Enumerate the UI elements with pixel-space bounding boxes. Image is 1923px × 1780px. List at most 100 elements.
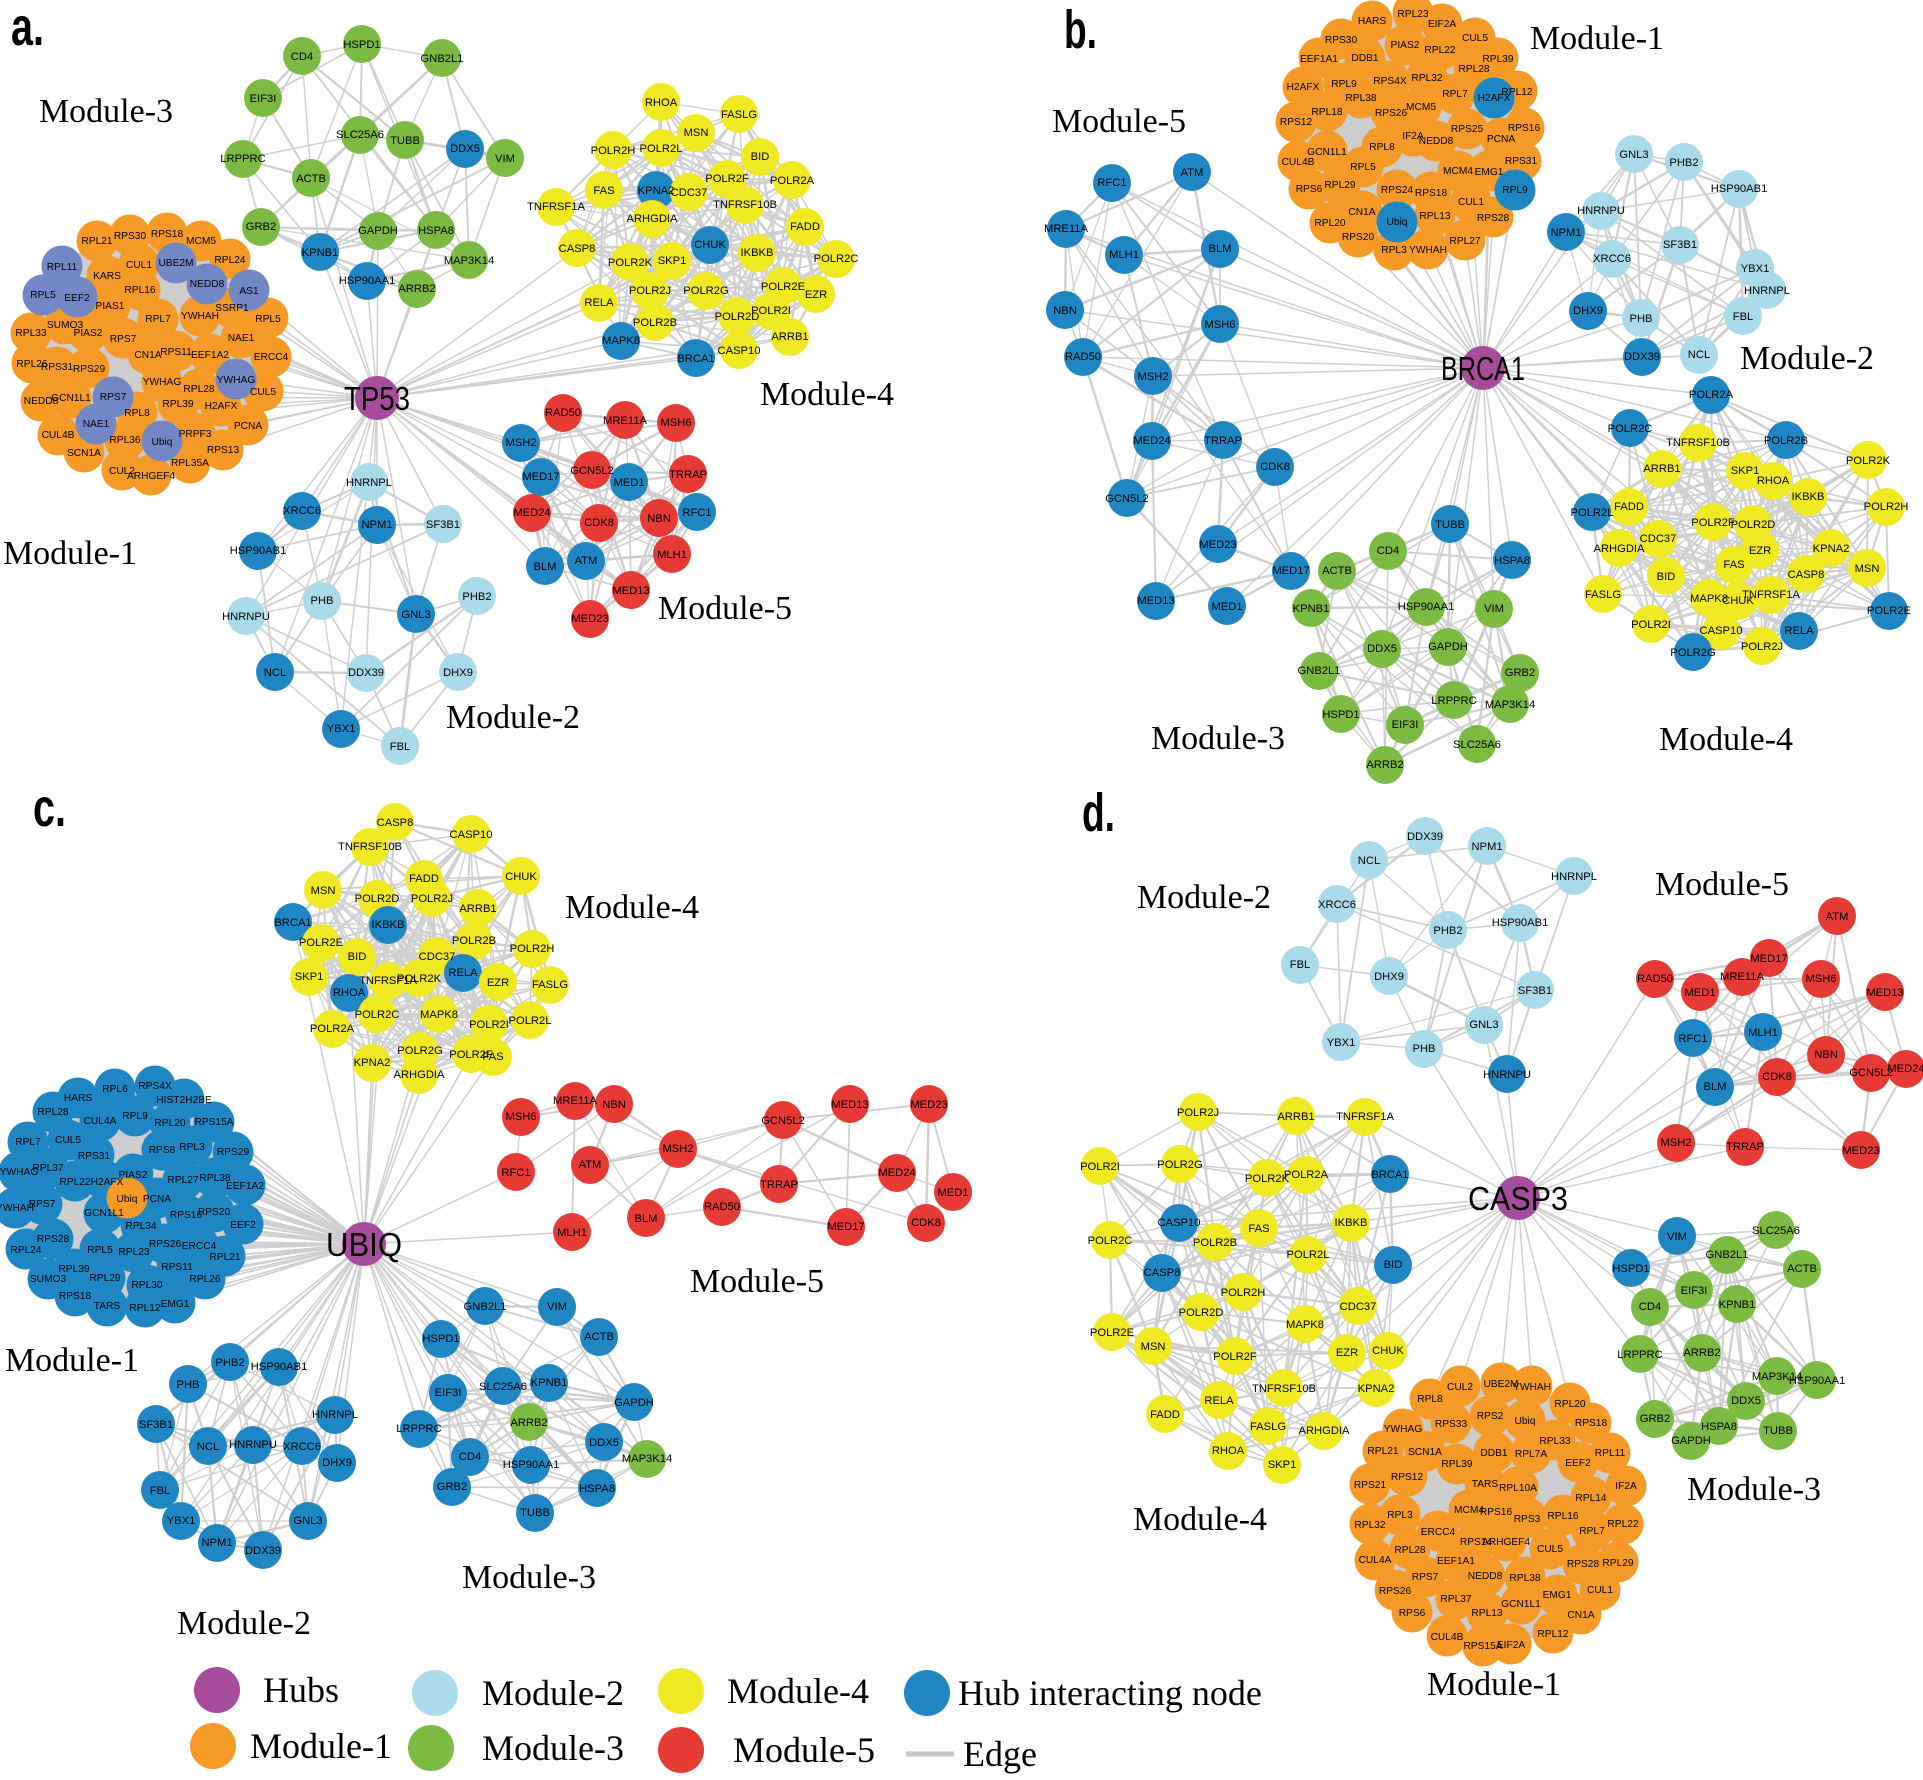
svg-text:c.: c.	[33, 778, 66, 838]
svg-text:RPL27: RPL27	[1449, 236, 1480, 247]
svg-text:NBN: NBN	[1053, 305, 1077, 317]
svg-text:EZR: EZR	[805, 289, 827, 301]
svg-text:RPS4X: RPS4X	[1373, 76, 1407, 87]
svg-text:CASP10: CASP10	[450, 829, 493, 841]
svg-text:MED1: MED1	[613, 477, 644, 489]
svg-text:MAPK8: MAPK8	[420, 1009, 458, 1021]
svg-text:POLR2A: POLR2A	[1689, 389, 1734, 401]
svg-text:TRRAP: TRRAP	[669, 469, 707, 481]
svg-text:POLR2H: POLR2H	[1864, 501, 1909, 513]
svg-text:CN1A: CN1A	[134, 350, 161, 361]
svg-text:RPL11: RPL11	[1595, 1448, 1626, 1459]
svg-text:FAS: FAS	[1723, 559, 1744, 571]
svg-text:RPL39: RPL39	[162, 399, 193, 410]
svg-text:CD4: CD4	[1377, 545, 1399, 557]
svg-text:NBN: NBN	[647, 513, 671, 525]
svg-text:Module-3: Module-3	[1151, 720, 1285, 757]
svg-text:RPL28: RPL28	[183, 384, 214, 395]
svg-text:POLR2K: POLR2K	[1846, 455, 1891, 467]
svg-text:FASLG: FASLG	[1585, 589, 1621, 601]
svg-text:RPL3: RPL3	[1387, 1510, 1413, 1521]
svg-text:UBIQ: UBIQ	[326, 1226, 402, 1263]
svg-text:TNFRSF1A: TNFRSF1A	[1336, 1111, 1394, 1123]
svg-text:RPS21: RPS21	[1354, 1480, 1387, 1491]
svg-text:RPS2: RPS2	[1477, 1411, 1504, 1422]
svg-text:Module-5: Module-5	[733, 1730, 875, 1770]
svg-text:GNB2L1: GNB2L1	[421, 53, 464, 65]
svg-text:GNL3: GNL3	[1469, 1019, 1498, 1031]
svg-text:XRCC6: XRCC6	[283, 1441, 321, 1453]
svg-text:NEDD8: NEDD8	[1468, 1571, 1503, 1582]
svg-text:RPL26: RPL26	[16, 359, 47, 370]
svg-text:RPL8: RPL8	[124, 408, 150, 419]
svg-text:RPL20: RPL20	[1554, 1399, 1585, 1410]
svg-text:PCNA: PCNA	[234, 421, 263, 432]
svg-text:Module-1: Module-1	[250, 1726, 392, 1766]
svg-text:RPL5: RPL5	[1350, 162, 1376, 173]
svg-text:POLR2A: POLR2A	[310, 1023, 355, 1035]
svg-text:EZR: EZR	[1749, 545, 1771, 557]
svg-text:RPL24: RPL24	[214, 255, 245, 266]
svg-text:POLR2L: POLR2L	[509, 1015, 552, 1027]
svg-text:TP53: TP53	[344, 380, 410, 417]
svg-text:YWHAG: YWHAG	[217, 375, 256, 386]
svg-text:EIF2A: EIF2A	[1428, 19, 1457, 30]
svg-text:Ubiq: Ubiq	[152, 437, 173, 448]
svg-text:RPS18: RPS18	[151, 229, 184, 240]
svg-text:NBN: NBN	[1814, 1049, 1838, 1061]
svg-text:CASP8: CASP8	[377, 817, 414, 829]
svg-text:RPL21: RPL21	[209, 1252, 240, 1263]
svg-text:CHUK: CHUK	[1372, 1345, 1404, 1357]
svg-text:CDK8: CDK8	[584, 517, 614, 529]
svg-text:YWHAH: YWHAH	[1513, 1382, 1551, 1393]
svg-text:TUBB: TUBB	[1763, 1425, 1793, 1437]
svg-text:RPL9: RPL9	[122, 1111, 148, 1122]
svg-text:MSH2: MSH2	[662, 1143, 693, 1155]
svg-text:RPS20: RPS20	[198, 1207, 231, 1218]
svg-text:MRE11A: MRE11A	[603, 415, 647, 427]
svg-text:MLH1: MLH1	[1748, 1027, 1778, 1039]
svg-text:RFC1: RFC1	[1678, 1033, 1707, 1045]
svg-text:ARHGDIA: ARHGDIA	[394, 1069, 446, 1081]
svg-text:CUL1: CUL1	[126, 260, 152, 271]
svg-text:RPL26: RPL26	[189, 1274, 220, 1285]
svg-text:BID: BID	[1384, 1259, 1403, 1271]
svg-text:DDX5: DDX5	[1367, 643, 1397, 655]
svg-text:RPS28: RPS28	[1477, 213, 1510, 224]
svg-text:RPL29: RPL29	[1324, 180, 1355, 191]
svg-text:SKP1: SKP1	[295, 971, 324, 983]
svg-text:HSP90AB1: HSP90AB1	[1711, 183, 1768, 195]
svg-text:CD4: CD4	[291, 51, 313, 63]
svg-text:POLR2D: POLR2D	[715, 311, 760, 323]
svg-text:MSH6: MSH6	[505, 1111, 536, 1123]
svg-text:H2AFX: H2AFX	[91, 1177, 124, 1188]
svg-text:POLR2D: POLR2D	[1179, 1307, 1224, 1319]
svg-text:MED1: MED1	[937, 1187, 968, 1199]
svg-text:NCL: NCL	[1358, 855, 1380, 867]
svg-text:RPS31: RPS31	[1505, 156, 1538, 167]
svg-text:MAPK8: MAPK8	[1690, 593, 1728, 605]
svg-text:FBL: FBL	[390, 741, 411, 753]
svg-text:DDX5: DDX5	[1731, 1395, 1761, 1407]
svg-text:CD4: CD4	[459, 1451, 481, 1463]
svg-text:POLR2A: POLR2A	[1284, 1169, 1329, 1181]
svg-text:DDB1: DDB1	[1351, 53, 1379, 64]
svg-text:PHB: PHB	[310, 595, 333, 607]
svg-text:Module-1: Module-1	[3, 535, 137, 572]
svg-text:RPL22: RPL22	[59, 1177, 90, 1188]
svg-text:RPL12: RPL12	[1501, 87, 1532, 98]
svg-text:GRB2: GRB2	[1505, 667, 1535, 679]
svg-text:RPS6: RPS6	[1399, 1608, 1426, 1619]
svg-text:CUL4A: CUL4A	[84, 1116, 117, 1127]
svg-text:MED13: MED13	[1866, 987, 1903, 999]
svg-text:ARRB2: ARRB2	[1366, 759, 1403, 771]
svg-text:EEF2: EEF2	[1565, 1458, 1591, 1469]
svg-text:ARHGEF4: ARHGEF4	[127, 471, 175, 482]
svg-text:MSN: MSN	[1855, 563, 1880, 575]
svg-text:ERCC4: ERCC4	[254, 352, 289, 363]
svg-text:HSPA8: HSPA8	[1494, 555, 1530, 567]
svg-text:VIM: VIM	[495, 153, 515, 165]
svg-text:PRPF3: PRPF3	[179, 429, 212, 440]
svg-text:POLR2B: POLR2B	[1764, 435, 1808, 447]
svg-text:HSP90AA1: HSP90AA1	[339, 275, 396, 287]
